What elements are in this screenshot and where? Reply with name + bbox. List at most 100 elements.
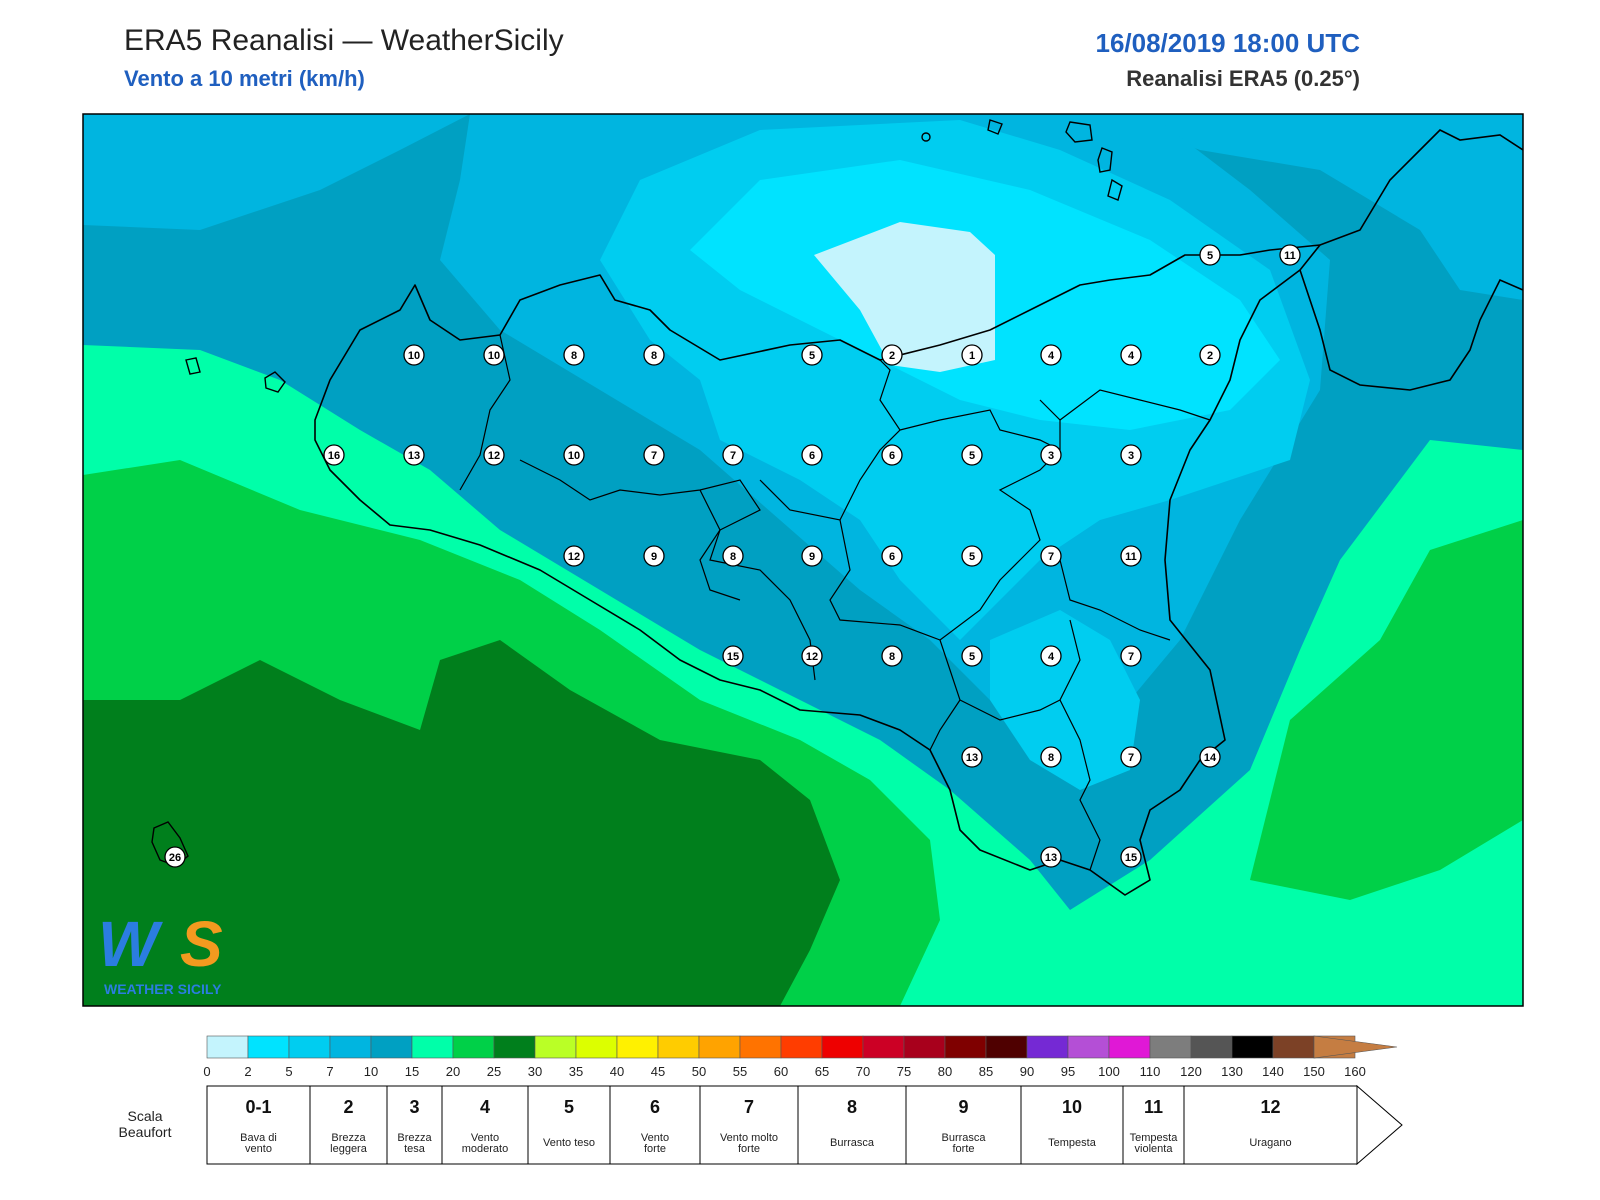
beaufort-label: Vento [471, 1132, 499, 1144]
colorbar-swatch [1272, 1035, 1315, 1059]
beaufort-number: 2 [343, 1097, 353, 1117]
station-value: 13 [1045, 852, 1057, 864]
beaufort-number: 0-1 [245, 1097, 271, 1117]
station-value: 14 [1204, 752, 1217, 764]
beaufort-number: 7 [744, 1097, 754, 1117]
colorbar-tick: 130 [1221, 1064, 1243, 1079]
station-marker: 14 [1199, 746, 1221, 768]
station-marker: 6 [881, 444, 903, 466]
beaufort-label: Vento [641, 1132, 669, 1144]
colorbar-tick: 80 [938, 1064, 952, 1079]
colorbar-swatch [411, 1035, 454, 1059]
station-marker: 10 [483, 344, 505, 366]
beaufort-label: violenta [1135, 1143, 1174, 1155]
colorbar-tick: 140 [1262, 1064, 1284, 1079]
colorbar-tick: 25 [487, 1064, 501, 1079]
svg-text:WEATHER SICILY: WEATHER SICILY [104, 981, 222, 997]
colorbar-swatch [1108, 1035, 1151, 1059]
station-marker: 26 [164, 846, 186, 868]
station-marker: 13 [1040, 846, 1062, 868]
colorbar-tick: 75 [897, 1064, 911, 1079]
beaufort-title: Beaufort [119, 1124, 172, 1140]
colorbar-swatch [903, 1035, 946, 1059]
province-borders [459, 334, 1211, 871]
aeolian-islands [921, 119, 1123, 201]
station-marker: 5 [961, 545, 983, 567]
station-marker: 4 [1040, 344, 1062, 366]
station-marker: 13 [961, 746, 983, 768]
colorbar-swatch [1190, 1035, 1233, 1059]
station-marker: 5 [801, 344, 823, 366]
colorbar-swatch [862, 1035, 905, 1059]
station-value: 7 [730, 450, 736, 462]
station-marker: 6 [801, 444, 823, 466]
colorbar-tick: 70 [856, 1064, 870, 1079]
station-marker: 8 [881, 645, 903, 667]
colorbar-tick: 65 [815, 1064, 829, 1079]
beaufort-label: Tempesta [1048, 1137, 1097, 1149]
valid-datetime: 16/08/2019 18:00 UTC [1095, 28, 1360, 58]
beaufort-label: moderato [462, 1143, 508, 1155]
station-marker: 7 [643, 444, 665, 466]
beaufort-class: 5 Vento teso [527, 1085, 611, 1165]
colorbar-tick: 35 [569, 1064, 583, 1079]
station-marker: 10 [563, 444, 585, 466]
colorbar-swatch [1026, 1035, 1069, 1059]
beaufort-number: 4 [480, 1097, 490, 1117]
colorbar-tick: 60 [774, 1064, 788, 1079]
beaufort-title: Scala [127, 1108, 162, 1124]
station-marker: 3 [1040, 444, 1062, 466]
station-value: 12 [568, 551, 580, 563]
station-marker: 9 [801, 545, 823, 567]
beaufort-label: Brezza [331, 1132, 366, 1144]
station-value: 4 [1048, 651, 1055, 663]
station-value: 8 [571, 350, 577, 362]
colorbar-tick: 10 [364, 1064, 378, 1079]
station-marker: 8 [643, 344, 665, 366]
colorbar-swatch [944, 1035, 987, 1059]
station-value: 9 [809, 551, 815, 563]
station-value: 8 [651, 350, 657, 362]
colorbar-swatch [657, 1035, 700, 1059]
station-value: 1 [969, 350, 975, 362]
beaufort-number: 8 [847, 1097, 857, 1117]
station-marker: 12 [801, 645, 823, 667]
colorbar-tick: 7 [326, 1064, 333, 1079]
station-marker: 7 [1040, 545, 1062, 567]
beaufort-class: 8 Burrasca [797, 1085, 907, 1165]
beaufort-label: Brezza [397, 1132, 432, 1144]
sicily-coastline [314, 244, 1321, 896]
colorbar-tick: 2 [244, 1064, 251, 1079]
colorbar-swatch [1313, 1035, 1356, 1059]
colorbar-swatch [616, 1035, 659, 1059]
colorbar-tick: 20 [446, 1064, 460, 1079]
beaufort-number: 6 [650, 1097, 660, 1117]
station-marker: 11 [1120, 545, 1142, 567]
station-marker: 15 [722, 645, 744, 667]
beaufort-class: 10 Tempesta [1020, 1085, 1124, 1165]
map-subtitle: Vento a 10 metri (km/h) [124, 66, 365, 91]
station-value: 10 [488, 350, 500, 362]
station-value: 7 [1048, 551, 1054, 563]
colorbar-arrow [1313, 1035, 1398, 1059]
station-value: 10 [568, 450, 580, 462]
colorbar-tick: 90 [1020, 1064, 1034, 1079]
beaufort-number: 9 [958, 1097, 968, 1117]
beaufort-label: forte [644, 1143, 666, 1155]
colorbar-tick: 85 [979, 1064, 993, 1079]
station-value: 15 [1125, 852, 1137, 864]
colorbar-swatch [329, 1035, 372, 1059]
colorbar-tick: 100 [1098, 1064, 1120, 1079]
beaufort-label: Burrasca [941, 1132, 986, 1144]
station-value: 6 [809, 450, 815, 462]
colorbar-swatch [288, 1035, 331, 1059]
colorbar-swatch [534, 1035, 577, 1059]
colorbar-tick: 150 [1303, 1064, 1325, 1079]
